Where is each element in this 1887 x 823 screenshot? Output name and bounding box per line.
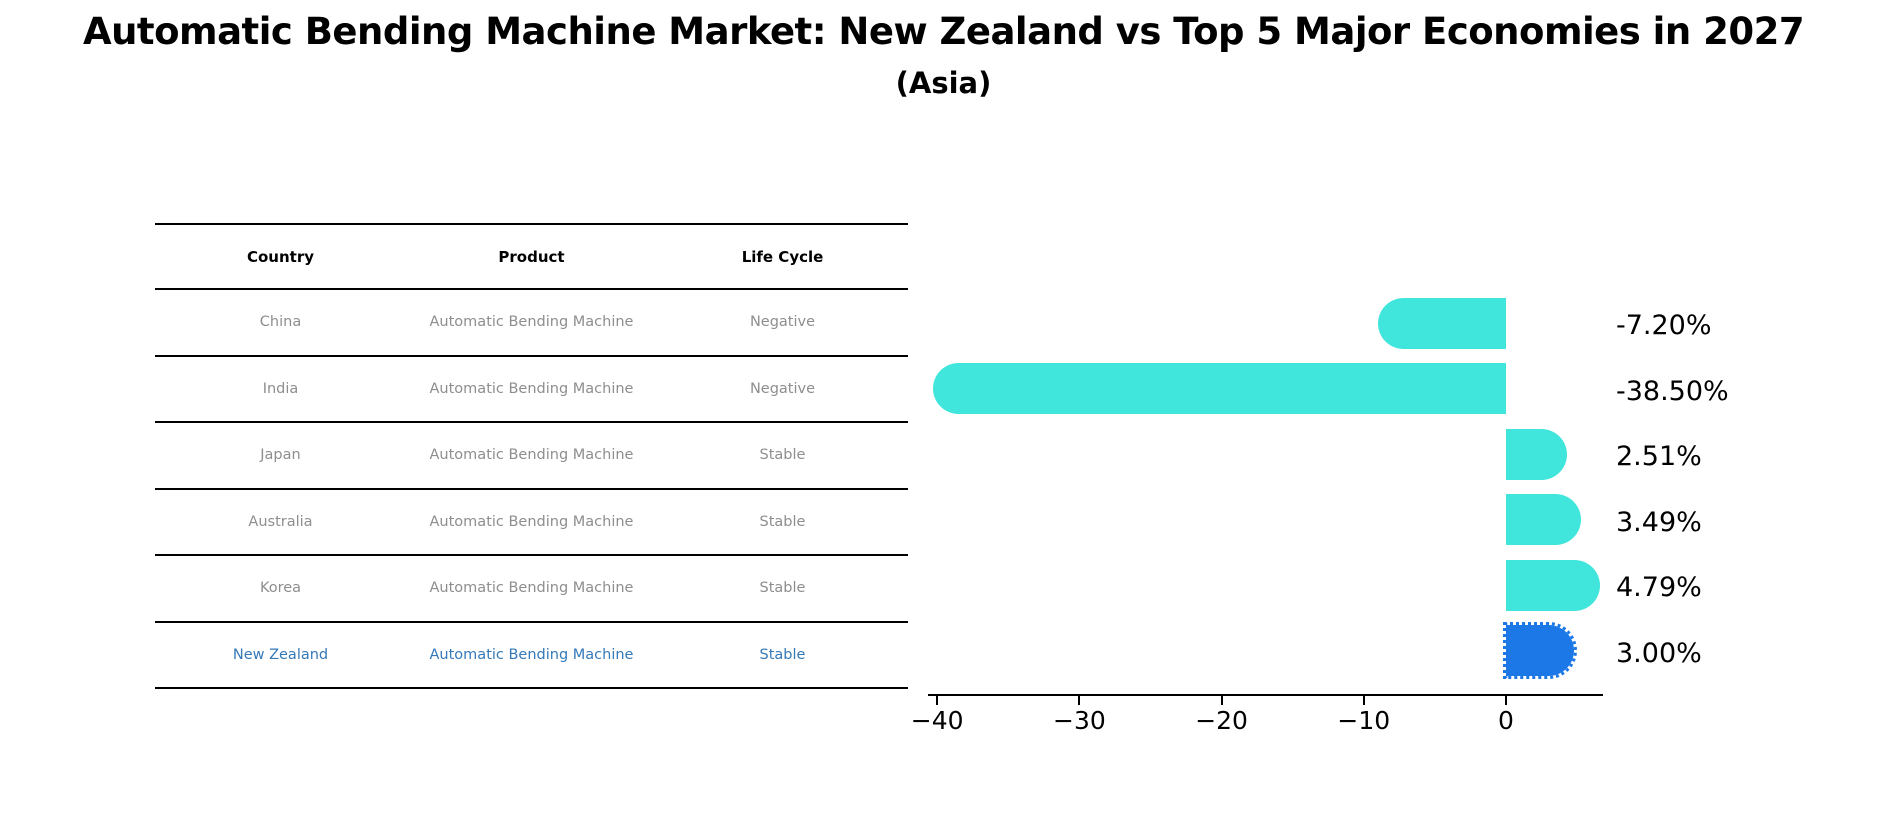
- value-label-china: -7.20%: [1616, 310, 1712, 341]
- x-tick-label: −20: [1195, 706, 1248, 735]
- value-label-india: -38.50%: [1616, 375, 1729, 407]
- life-cycle-cell: Stable: [759, 646, 806, 663]
- bar-india: [933, 363, 1506, 414]
- product-cell: Automatic Bending Machine: [429, 447, 634, 464]
- country-cell: Japan: [260, 447, 301, 464]
- x-tick-label: 0: [1498, 706, 1514, 735]
- table-header-life-cycle: Life Cycle: [741, 247, 824, 266]
- x-tick-mark: [936, 696, 939, 705]
- table-row-new-zealand: New Zealand Automatic Bending Machine Stab…: [155, 623, 908, 689]
- life-cycle-cell: Negative: [749, 314, 816, 331]
- table-header-row: Country Product Life Cycle: [155, 223, 908, 290]
- life-cycle-cell: Stable: [759, 580, 806, 597]
- country-cell: India: [262, 380, 299, 397]
- x-tick-label: −40: [910, 706, 964, 735]
- chart-title: Automatic Bending Machine Market: New Ze…: [82, 10, 1805, 53]
- bar-japan: [1506, 428, 1568, 480]
- product-cell: Automatic Bending Machine: [429, 314, 634, 331]
- table-row-japan: Japan Automatic Bending Machine Stable: [155, 423, 908, 490]
- product-cell: Automatic Bending Machine: [429, 580, 634, 597]
- x-tick-mark: [1078, 696, 1081, 705]
- x-tick-label: −30: [1053, 706, 1106, 735]
- life-cycle-cell: Negative: [749, 380, 816, 397]
- comparison-table: Country Product Life Cycle China Automatic …: [155, 223, 908, 689]
- country-cell: New Zealand: [232, 646, 329, 663]
- table-header-product: Product: [498, 247, 565, 266]
- table-row-india: India Automatic Bending Machine Negative: [155, 357, 908, 423]
- x-tick-label: −10: [1337, 706, 1391, 735]
- table-header-country: Country: [246, 247, 315, 266]
- table-body: China Automatic Bending Machine Negative In…: [155, 290, 908, 689]
- value-label-new-zealand: 3.00%: [1616, 637, 1702, 669]
- life-cycle-cell: Stable: [759, 513, 806, 530]
- country-cell: Australia: [248, 513, 313, 530]
- x-tick-mark: [1220, 696, 1223, 705]
- country-cell: Korea: [259, 580, 302, 597]
- x-tick-mark: [1362, 696, 1365, 705]
- x-tick-mark: [1505, 696, 1507, 705]
- table-row-korea: Korea Automatic Bending Machine Stable: [155, 556, 908, 623]
- value-label-korea: 4.79%: [1616, 572, 1702, 603]
- product-cell: Automatic Bending Machine: [429, 646, 634, 663]
- x-axis-line: [928, 694, 1603, 696]
- product-cell: Automatic Bending Machine: [429, 380, 634, 397]
- value-label-australia: 3.49%: [1616, 506, 1702, 538]
- country-cell: China: [259, 314, 302, 331]
- bar-china: [1378, 297, 1506, 349]
- bar-new-zealand: [1502, 622, 1578, 679]
- bar-australia: [1506, 494, 1582, 545]
- chart-subtitle: (Asia): [895, 66, 992, 100]
- table-row-australia: Australia Automatic Bending Machine Stable: [155, 490, 908, 556]
- table-row-china: China Automatic Bending Machine Negative: [155, 290, 908, 357]
- value-label-japan: 2.51%: [1616, 441, 1702, 472]
- bar-korea: [1506, 559, 1600, 611]
- product-cell: Automatic Bending Machine: [429, 513, 634, 530]
- life-cycle-cell: Stable: [759, 447, 806, 464]
